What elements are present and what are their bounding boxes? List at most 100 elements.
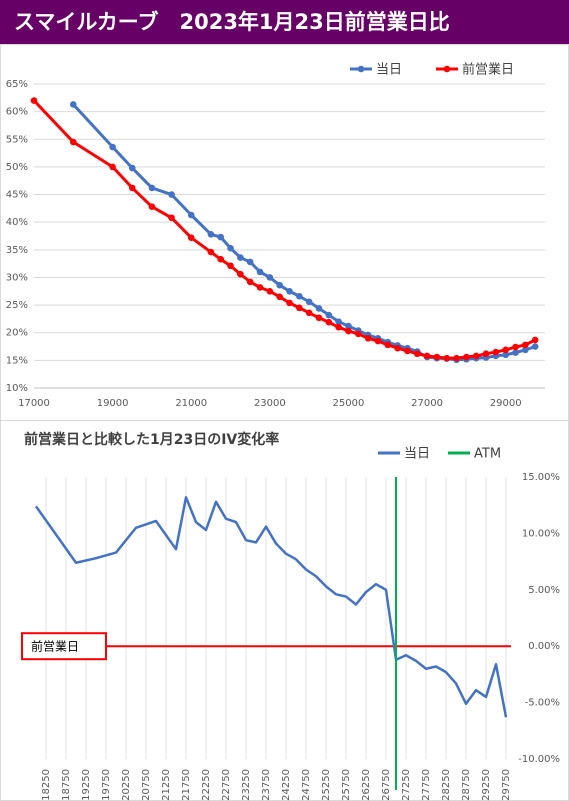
y-tick-label: 40% [6,217,28,228]
marker [453,354,460,362]
marker [128,184,136,192]
marker [109,163,116,171]
header-title: スマイルカーブ 2023年1月23日前営業日比 [14,10,450,34]
marker [187,234,195,241]
x-tick-label: 18750 [61,769,72,801]
marker [492,348,500,356]
marker [70,138,77,146]
y-tick-label: 45% [6,190,28,201]
marker [413,350,421,358]
y-tick-label: 30% [6,272,28,283]
marker [187,211,195,219]
marker [354,330,362,338]
legend-marker [357,65,365,73]
y-tick-label: -5.00% [525,698,560,709]
x-tick-label: 23000 [254,398,286,409]
marker [374,337,382,345]
legend-label: 前営業日 [462,62,514,78]
y-tick-label: 15.00% [522,472,560,483]
y-tick-label: 15% [6,355,28,366]
marker [345,322,352,330]
marker [335,323,342,331]
x-tick-label: 28250 [441,769,452,801]
marker [286,287,293,295]
marker [217,233,225,241]
y-tick-label: -10.00% [518,754,560,765]
marker [512,343,519,351]
marker [168,214,175,222]
marker [502,351,509,359]
y-tick-label: 35% [6,245,28,256]
y-tick-label: 60% [6,107,28,118]
marker [463,353,470,361]
x-tick-label: 25250 [321,769,332,801]
marker [227,262,234,270]
marker [70,101,77,108]
x-tick-label: 29750 [501,769,512,801]
x-tick-label: 21250 [161,769,172,801]
marker [296,292,303,300]
chart-title: 前営業日と比較した1月23日のIV変化率 [24,431,279,448]
x-tick-label: 24750 [301,769,312,801]
marker [256,284,264,291]
x-tick-label: 20750 [141,769,152,801]
marker [404,347,411,355]
y-tick-label: 50% [6,162,28,173]
marker [423,352,431,360]
marker [325,311,333,319]
marker [315,314,323,322]
x-tick-label: 28750 [461,769,472,801]
x-tick-label: 22250 [201,769,212,801]
x-tick-label: 25750 [341,769,352,801]
y-tick-label: 20% [6,328,28,339]
x-tick-label: 23750 [261,769,272,801]
marker [325,318,333,326]
marker [502,346,509,354]
x-tick-label: 19250 [81,769,92,801]
marker [276,293,283,301]
x-tick-label: 26750 [381,769,392,801]
marker [256,268,264,276]
marker [148,184,156,192]
annotation-label: 前営業日 [31,639,79,654]
marker [305,309,313,317]
marker [227,244,234,252]
marker [433,353,441,361]
x-tick-label: 23250 [241,769,252,801]
x-tick-label: 22750 [221,769,232,801]
x-tick-label: 21750 [181,769,192,801]
marker [266,274,274,281]
marker [384,341,392,349]
y-tick-label: 25% [6,300,28,311]
x-tick-label: 20250 [121,769,132,801]
marker [217,255,225,263]
x-tick-label: 27250 [401,769,412,801]
marker [286,299,293,307]
marker [522,341,529,349]
y-tick-label: 10.00% [522,528,560,539]
marker [315,305,323,312]
marker [443,354,451,362]
marker [531,343,539,350]
marker [472,352,480,360]
x-tick-label: 24250 [281,769,292,801]
marker [335,318,342,325]
legend-label: 当日 [376,63,402,78]
marker [531,336,539,344]
x-tick-label: 29250 [481,769,492,801]
marker [148,203,156,211]
marker [128,164,136,172]
x-tick-label: 19750 [101,769,112,801]
marker [345,327,352,335]
x-tick-label: 27750 [421,769,432,801]
marker [512,349,519,356]
marker [482,350,490,358]
marker [168,191,175,198]
legend-label: 当日 [404,447,430,462]
marker [276,281,283,289]
series-line [72,103,536,362]
marker [266,287,274,295]
x-tick-label: 26250 [361,769,372,801]
x-tick-label: 29000 [490,398,522,409]
marker [296,304,303,312]
